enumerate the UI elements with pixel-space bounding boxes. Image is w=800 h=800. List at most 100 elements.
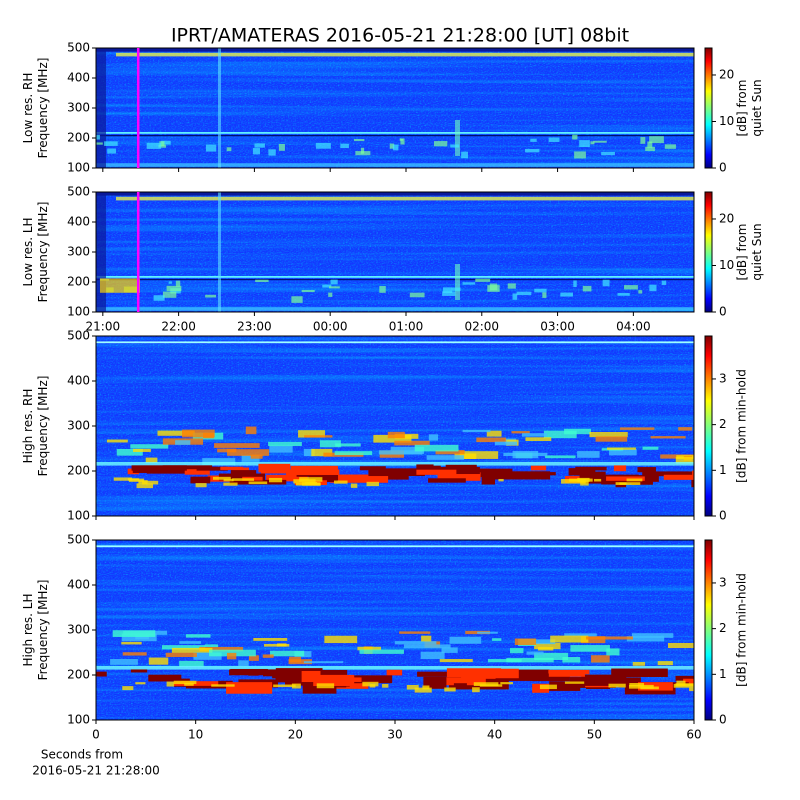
blob bbox=[253, 638, 288, 641]
blob bbox=[290, 465, 338, 470]
colorbar-label: [dB] from bbox=[735, 224, 749, 281]
y-tick-label: 500 bbox=[67, 185, 90, 199]
blob bbox=[306, 672, 341, 676]
blob bbox=[526, 651, 544, 655]
blob bbox=[175, 280, 181, 287]
blob bbox=[96, 142, 103, 145]
blob bbox=[289, 656, 302, 663]
blob bbox=[606, 476, 645, 481]
y-tick-label: 100 bbox=[67, 713, 90, 727]
blob bbox=[472, 687, 480, 693]
y-axis-label: High res. RH bbox=[21, 389, 35, 464]
y-tick-label: 100 bbox=[67, 509, 90, 523]
blob bbox=[214, 443, 260, 448]
blob bbox=[394, 641, 437, 645]
blob bbox=[439, 659, 473, 663]
blob bbox=[362, 681, 379, 687]
blob bbox=[650, 672, 663, 677]
blob bbox=[642, 471, 694, 477]
blob bbox=[328, 292, 333, 297]
colorbar-tick-label: 0 bbox=[719, 161, 727, 175]
blob bbox=[675, 457, 694, 464]
blob bbox=[443, 287, 453, 293]
blob bbox=[437, 472, 481, 481]
blob bbox=[100, 278, 140, 293]
blob bbox=[185, 634, 211, 638]
blob bbox=[550, 635, 589, 643]
blob bbox=[495, 673, 550, 681]
colorbar-tick-label: 0 bbox=[719, 305, 727, 319]
band bbox=[96, 192, 106, 312]
blob bbox=[135, 682, 146, 685]
blob bbox=[591, 655, 610, 663]
colorbar bbox=[704, 191, 713, 313]
blob bbox=[212, 476, 231, 480]
y-tick-label: 200 bbox=[67, 668, 90, 682]
y-tick-label: 400 bbox=[67, 215, 90, 229]
blob bbox=[611, 668, 668, 677]
colorbar-tick-label: 10 bbox=[719, 258, 734, 272]
blob bbox=[113, 477, 132, 481]
blob bbox=[516, 291, 532, 296]
blob bbox=[153, 295, 165, 301]
blob bbox=[112, 630, 156, 637]
blob bbox=[175, 440, 191, 445]
blob bbox=[130, 669, 148, 673]
blob bbox=[136, 483, 154, 489]
blob bbox=[631, 479, 653, 485]
blob bbox=[226, 652, 237, 660]
blob bbox=[193, 652, 222, 660]
blob bbox=[392, 144, 399, 151]
blob bbox=[211, 684, 235, 687]
blob bbox=[218, 473, 266, 481]
colorbar-label: [dB] from bbox=[735, 80, 749, 137]
blob bbox=[226, 682, 273, 694]
heatmap bbox=[96, 336, 694, 516]
blob bbox=[162, 465, 213, 470]
blob bbox=[389, 143, 395, 149]
colorbar-label: quiet Sun bbox=[750, 223, 764, 280]
blob bbox=[245, 426, 257, 435]
blob bbox=[629, 683, 645, 687]
blob bbox=[580, 636, 606, 644]
blob bbox=[269, 445, 293, 453]
blob bbox=[521, 433, 548, 437]
blob bbox=[561, 479, 586, 484]
blob bbox=[158, 144, 167, 148]
y-tick-label: 200 bbox=[67, 464, 90, 478]
figure-title: IPRT/AMATERAS 2016-05-21 21:28:00 [UT] 0… bbox=[171, 25, 629, 47]
band bbox=[96, 666, 694, 670]
blob bbox=[475, 278, 491, 282]
blob bbox=[461, 151, 468, 159]
band bbox=[116, 196, 694, 201]
blob bbox=[335, 443, 361, 447]
blob bbox=[479, 684, 503, 687]
blob bbox=[298, 430, 325, 438]
blob bbox=[311, 448, 333, 457]
colorbar-tick-label: 20 bbox=[719, 67, 734, 81]
blob bbox=[606, 447, 636, 450]
blob bbox=[601, 478, 627, 485]
blob bbox=[691, 479, 694, 488]
blob bbox=[663, 474, 694, 480]
blob bbox=[562, 656, 581, 663]
blob bbox=[104, 141, 118, 146]
blob bbox=[168, 281, 172, 284]
blob bbox=[223, 478, 234, 482]
blob bbox=[514, 638, 537, 645]
blob bbox=[675, 675, 694, 682]
blob bbox=[359, 649, 404, 654]
blob bbox=[617, 292, 630, 296]
blob bbox=[230, 470, 257, 477]
blob bbox=[268, 149, 276, 156]
blob bbox=[334, 451, 373, 456]
blob bbox=[238, 660, 249, 667]
y-axis-label: High res. LH bbox=[21, 593, 35, 666]
blob bbox=[400, 138, 405, 145]
y-tick-label: 100 bbox=[67, 305, 90, 319]
x-tick-label: 21:00 bbox=[86, 320, 121, 334]
band bbox=[96, 307, 694, 311]
blob bbox=[586, 636, 634, 640]
x-tick-label: 30 bbox=[387, 728, 402, 742]
blob bbox=[631, 633, 674, 638]
